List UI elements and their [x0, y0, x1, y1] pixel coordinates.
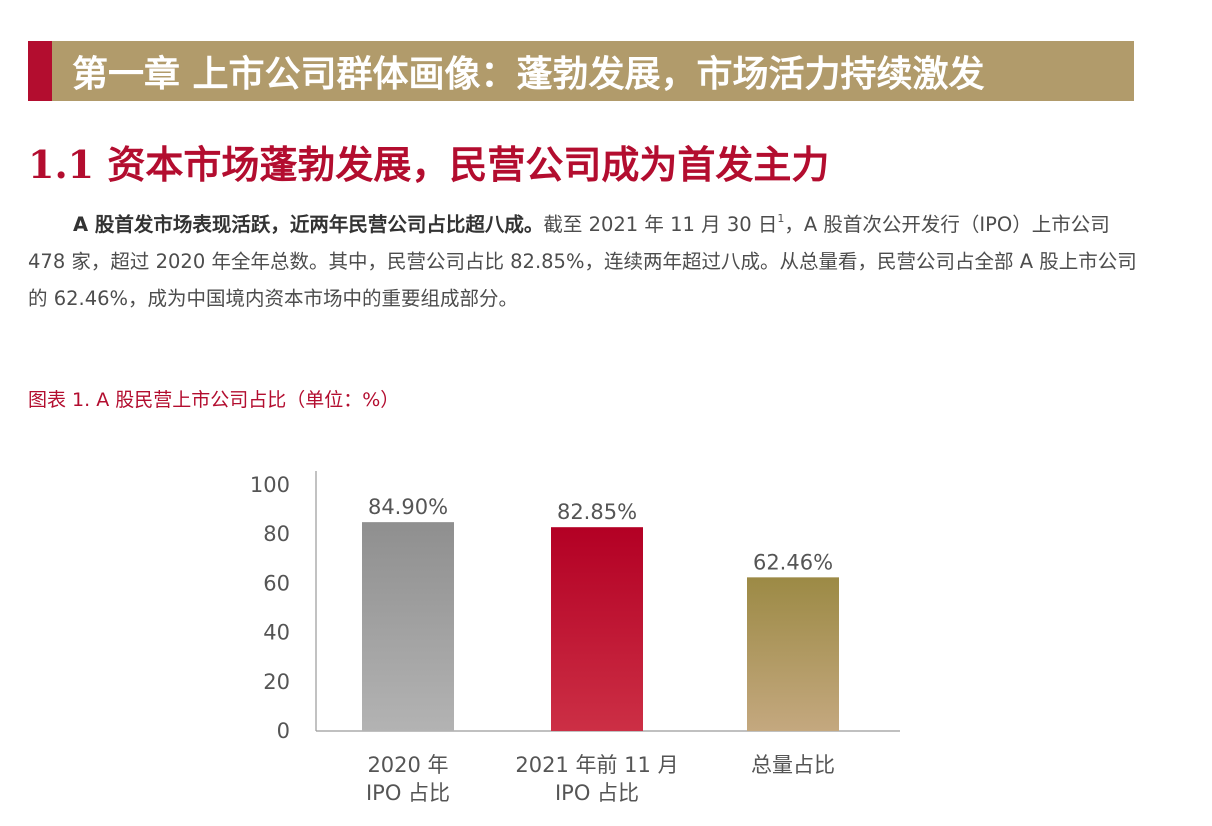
section-heading: 1.1 资本市场蓬勃发展，民营公司成为首发主力 [28, 142, 830, 187]
data-label: 62.46% [753, 550, 833, 574]
y-tick-label: 20 [263, 670, 290, 694]
bar-2 [551, 527, 643, 731]
chapter-accent-bar [28, 41, 52, 101]
paragraph-lead: A 股首发市场表现活跃，近两年民营公司占比超八成。 [73, 213, 544, 236]
data-label: 82.85% [557, 500, 637, 524]
figure-caption: 图表 1. A 股民营上市公司占比（单位：%） [28, 389, 400, 411]
data-label: 84.90% [368, 495, 448, 519]
x-category-label: IPO 占比 [366, 781, 450, 805]
y-tick-label: 80 [263, 522, 290, 546]
y-tick-label: 0 [277, 719, 290, 743]
y-tick-label: 60 [263, 571, 290, 595]
footnote-marker[interactable]: 1 [777, 212, 785, 225]
paragraph-text-after-footnote: ，A 股首次公开发行（IPO）上市公司 478 家，超过 2020 年全年总数。… [28, 213, 1137, 310]
bar-1 [362, 522, 454, 731]
body-paragraph: A 股首发市场表现活跃，近两年民营公司占比超八成。截至 2021 年 11 月 … [28, 206, 1148, 317]
y-tick-label: 40 [263, 621, 290, 645]
chapter-banner: 第一章 上市公司群体画像：蓬勃发展，市场活力持续激发 [28, 41, 1134, 101]
x-category-label: IPO 占比 [555, 781, 639, 805]
x-category-label: 总量占比 [751, 753, 835, 777]
paragraph-text-before-footnote: 截至 2021 年 11 月 30 日 [543, 213, 778, 236]
x-category-label: 2021 年前 11 月 [515, 753, 678, 777]
bar-3 [747, 577, 839, 731]
x-category-label: 2020 年 [367, 753, 448, 777]
y-tick-label: 100 [250, 473, 290, 497]
chapter-title: 第一章 上市公司群体画像：蓬勃发展，市场活力持续激发 [72, 53, 985, 95]
